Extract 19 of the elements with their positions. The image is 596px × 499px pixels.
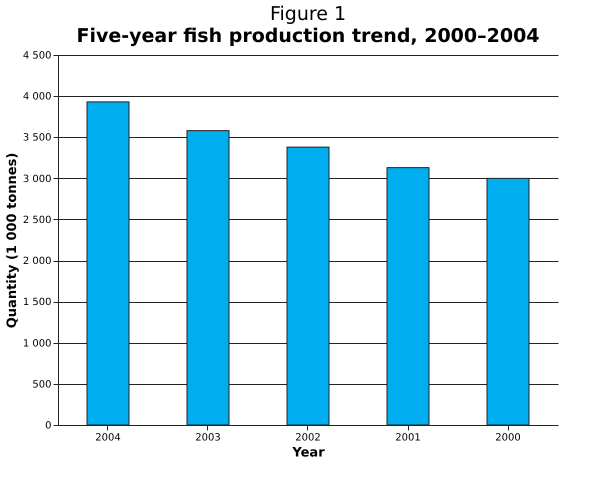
x-tick-label: 2000 [495,432,521,444]
y-tick-label: 1 500 [22,297,52,308]
chart-title: Figure 1 [270,3,346,25]
y-tick-label: 4 500 [22,50,52,62]
y-tick-label: 3 000 [22,174,52,185]
x-tick-label: 2003 [195,432,221,444]
y-tick-label: 0 [45,420,52,432]
y-tick-label: 500 [32,379,52,390]
y-tick-label: 4 000 [22,92,52,103]
x-axis-title: Year [291,446,326,460]
x-tick-label: 2004 [95,432,121,444]
y-axis-title: Quantity (1 000 tonnes) [4,152,20,328]
chart-subtitle: Five-year fish production trend, 2000–2004 [76,25,540,47]
x-tick-label: 2001 [395,432,421,444]
y-tick-label: 3 500 [22,132,52,144]
y-tick-label: 1 000 [22,338,52,350]
y-tick-label: 2 000 [22,256,52,268]
y-tick-label: 2 500 [22,214,52,226]
x-tick-label: 2002 [295,432,321,444]
